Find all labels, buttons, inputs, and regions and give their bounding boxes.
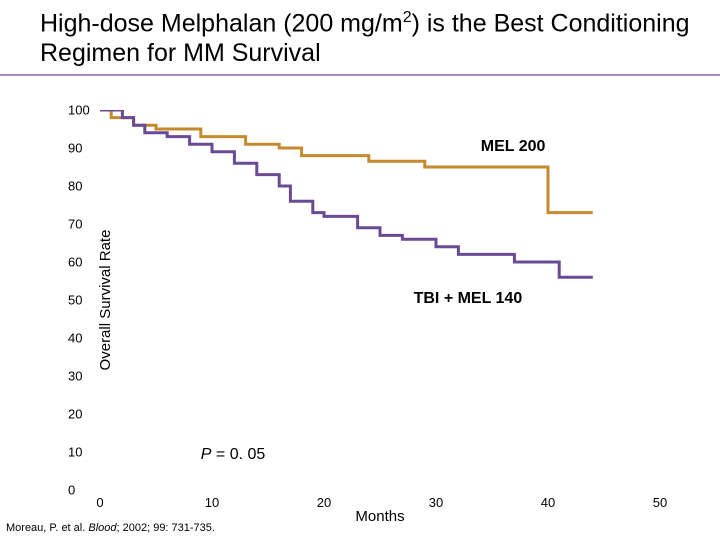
survival-chart: Overall Survival Rate Months 01020304050… [100,110,660,490]
page-title: High-dose Melphalan (200 mg/m2) is the B… [40,8,700,68]
series-mel-200 [100,110,593,213]
x-tick: 30 [429,495,443,510]
x-tick: 10 [205,495,219,510]
x-tick: 50 [653,495,667,510]
y-tick: 0 [68,483,75,498]
y-tick: 20 [68,407,82,422]
y-tick: 30 [68,369,82,384]
series-label: TBI + MEL 140 [414,290,523,308]
y-tick: 100 [68,103,90,118]
x-tick: 20 [317,495,331,510]
divider [0,74,720,76]
y-tick: 90 [68,141,82,156]
citation: Moreau, P. et al. Blood; 2002; 99: 731-7… [6,522,215,534]
p-value: P = 0. 05 [201,446,266,464]
series-tbi-mel-140 [100,110,593,277]
y-tick: 10 [68,445,82,460]
series-label: MEL 200 [481,138,546,156]
y-tick: 60 [68,255,82,270]
y-tick: 70 [68,217,82,232]
x-tick: 0 [96,495,103,510]
y-tick: 80 [68,179,82,194]
chart-plot-area [100,110,660,490]
y-tick: 40 [68,331,82,346]
y-tick: 50 [68,293,82,308]
x-tick: 40 [541,495,555,510]
x-axis-label: Months [355,508,404,525]
